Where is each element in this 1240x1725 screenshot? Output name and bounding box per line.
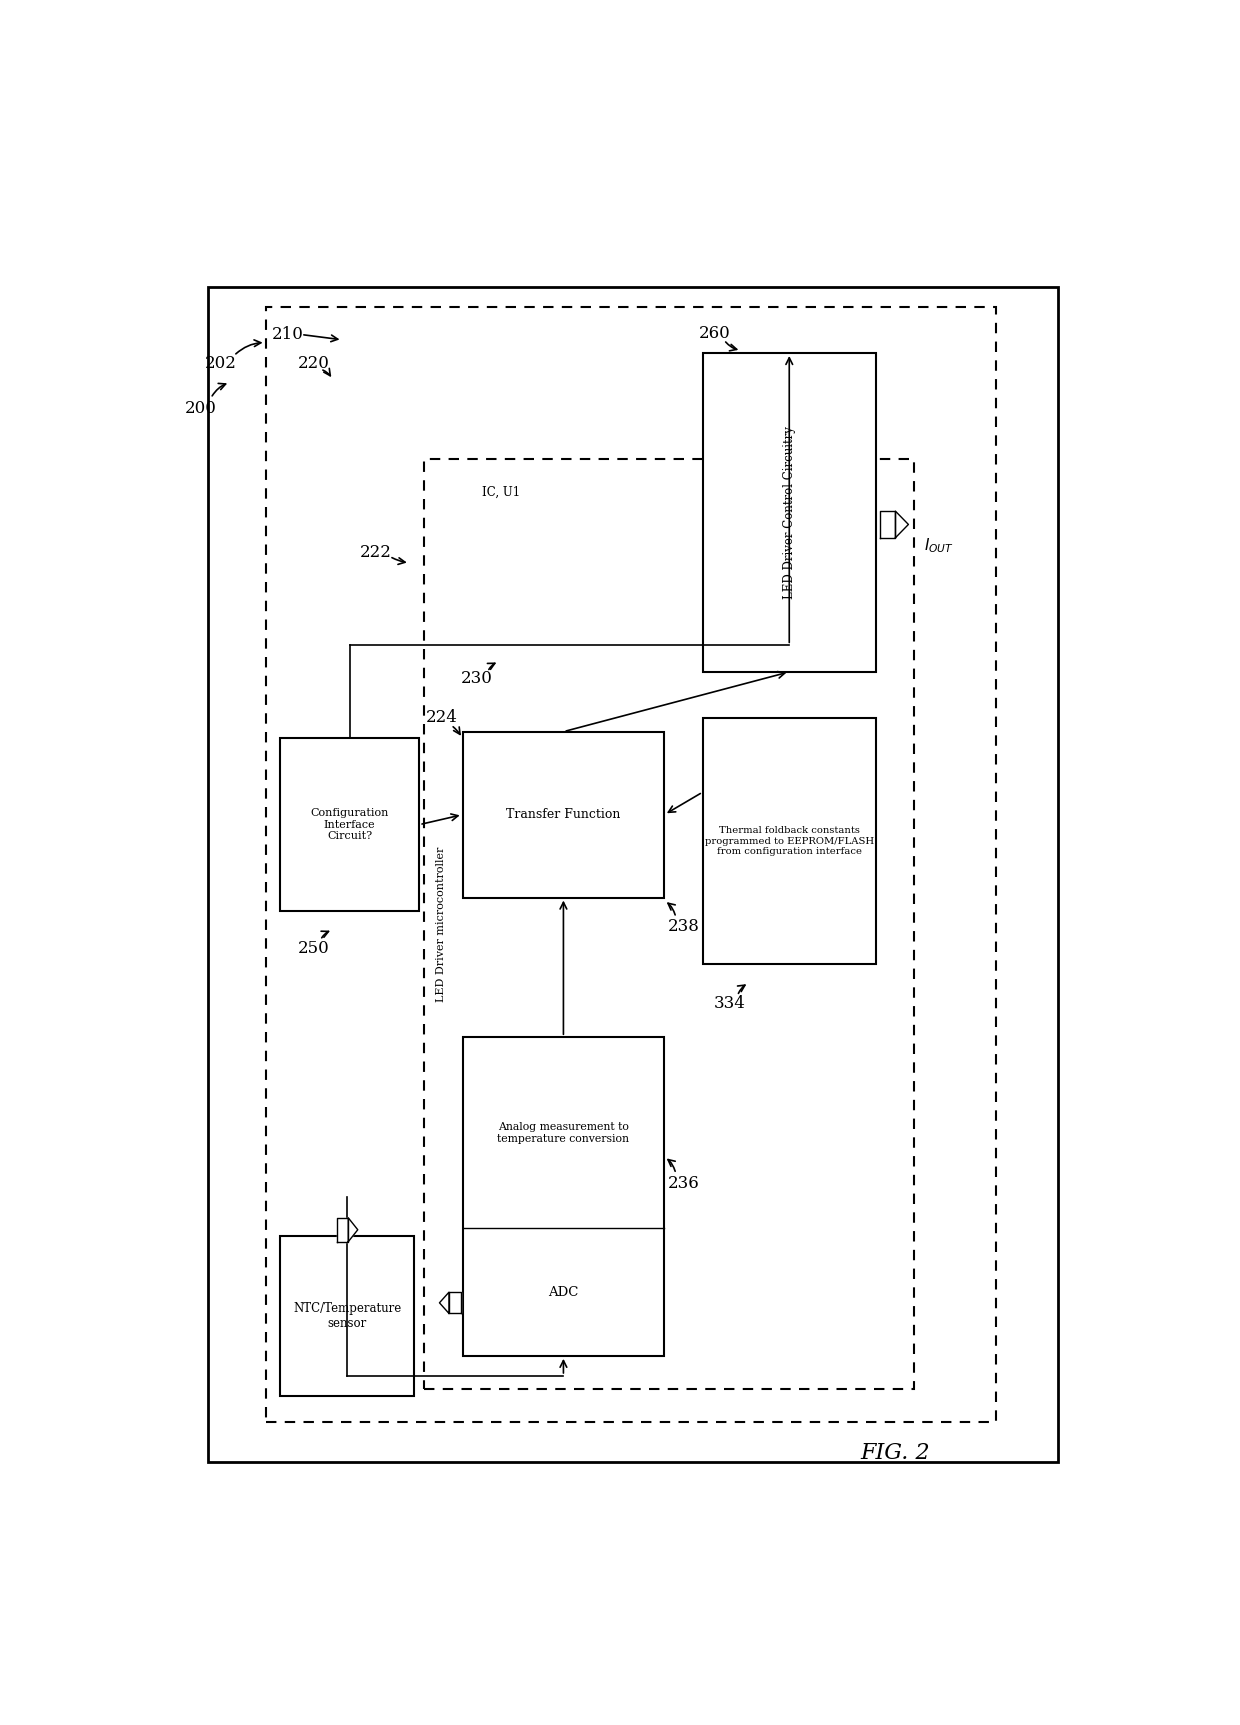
Text: 224: 224 — [425, 709, 458, 726]
Text: LED Driver Control Circuitry: LED Driver Control Circuitry — [782, 426, 796, 599]
FancyBboxPatch shape — [208, 286, 1059, 1463]
FancyBboxPatch shape — [463, 731, 665, 897]
Text: 236: 236 — [667, 1175, 699, 1192]
Text: 260: 260 — [698, 324, 730, 342]
Polygon shape — [449, 1292, 460, 1313]
Text: 222: 222 — [360, 543, 392, 561]
Text: 250: 250 — [298, 940, 330, 957]
Polygon shape — [348, 1218, 358, 1242]
Polygon shape — [879, 511, 895, 538]
Text: 200: 200 — [185, 400, 217, 417]
Text: 230: 230 — [461, 669, 492, 687]
Text: IC, U1: IC, U1 — [481, 486, 520, 499]
Text: 220: 220 — [298, 355, 330, 373]
Text: LED Driver microcontroller: LED Driver microcontroller — [436, 847, 446, 1002]
FancyBboxPatch shape — [280, 1237, 414, 1396]
Polygon shape — [895, 511, 909, 538]
Text: 334: 334 — [714, 995, 745, 1013]
Text: ADC: ADC — [548, 1285, 579, 1299]
Text: FIG. 2: FIG. 2 — [861, 1442, 930, 1465]
Polygon shape — [336, 1218, 348, 1242]
Text: 238: 238 — [667, 918, 699, 935]
FancyBboxPatch shape — [703, 354, 875, 673]
Text: $I_{OUT}$: $I_{OUT}$ — [924, 536, 954, 555]
Polygon shape — [439, 1292, 449, 1313]
Text: Analog measurement to
temperature conversion: Analog measurement to temperature conver… — [497, 1121, 630, 1144]
Text: Transfer Function: Transfer Function — [506, 809, 620, 821]
Text: Thermal foldback constants
programmed to EEPROM/FLASH
from configuration interfa: Thermal foldback constants programmed to… — [704, 826, 874, 856]
Text: 210: 210 — [272, 326, 304, 343]
FancyBboxPatch shape — [280, 738, 419, 911]
FancyBboxPatch shape — [463, 1037, 665, 1356]
Text: Configuration
Interface
Circuit?: Configuration Interface Circuit? — [310, 807, 389, 842]
Text: NTC/Temperature
sensor: NTC/Temperature sensor — [293, 1302, 402, 1330]
Text: 202: 202 — [205, 355, 237, 373]
FancyBboxPatch shape — [703, 718, 875, 964]
